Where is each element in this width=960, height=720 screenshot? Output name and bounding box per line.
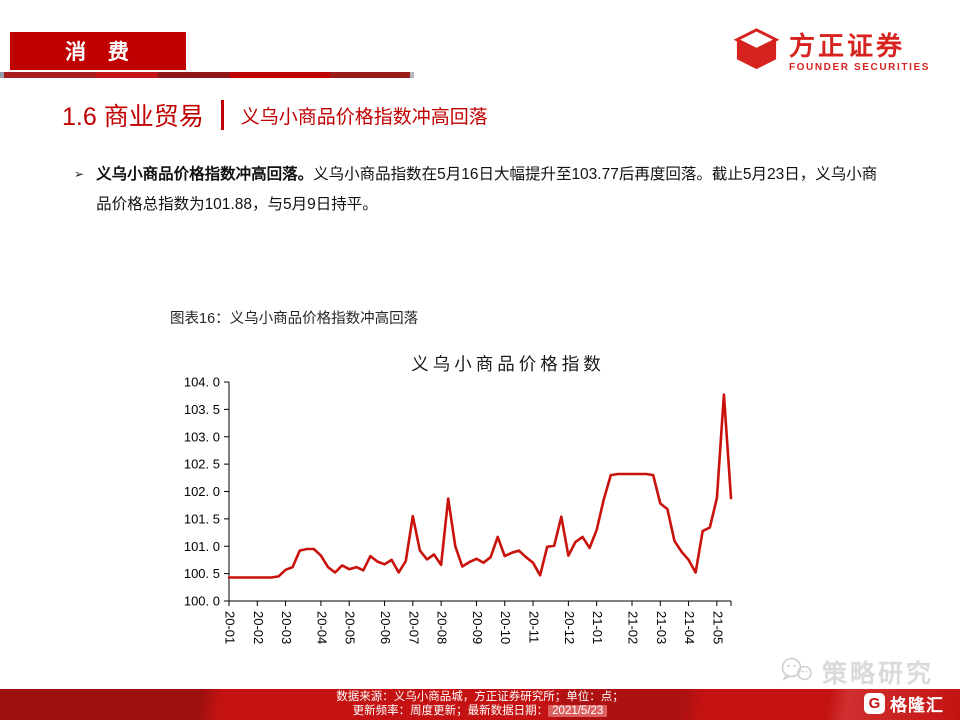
brand-name-cn: 方正证券 bbox=[788, 30, 905, 61]
x-tick-label: 20-10 bbox=[498, 611, 513, 644]
x-tick-label: 20-01 bbox=[223, 611, 238, 644]
y-tick-label: 104. 0 bbox=[184, 375, 220, 390]
x-tick-label: 21-03 bbox=[654, 611, 669, 644]
watermark-label: 策略研究 bbox=[821, 660, 934, 688]
header-divider bbox=[0, 72, 414, 78]
footer-source-line: 数据来源：义乌小商品城，方正证券研究所；单位：点； bbox=[336, 691, 624, 703]
bullet-arrow-icon: ➢ bbox=[74, 167, 85, 181]
consumption-badge: 消 费 bbox=[10, 32, 186, 70]
gelonghui-g-icon: G bbox=[864, 693, 885, 714]
x-tick-label: 21-04 bbox=[682, 611, 697, 644]
y-tick-label: 100. 0 bbox=[184, 594, 220, 609]
x-tick-label: 21-02 bbox=[626, 611, 641, 644]
footer-date: 2021/5/23 bbox=[548, 704, 608, 717]
bullet-item: ➢ 义乌小商品价格指数冲高回落。义乌小商品指数在5月16日大幅提升至103.77… bbox=[74, 160, 882, 220]
price-index-line-chart: 义乌小商品价格指数 100. 0 100. 5 101. 0 101. 5 102. 0 1… bbox=[184, 355, 733, 644]
price-index-line bbox=[227, 393, 733, 579]
x-tick-label: 20-06 bbox=[378, 611, 393, 644]
figure-caption: 图表16：义乌小商品价格指数冲高回落 bbox=[170, 311, 419, 327]
x-tick-label: 21-05 bbox=[710, 611, 725, 644]
x-tick-label: 20-12 bbox=[562, 611, 577, 644]
gelonghui-label: 格隆汇 bbox=[890, 696, 944, 715]
gelonghui-logo: G 格隆汇 bbox=[864, 691, 944, 716]
y-tick-label: 100. 5 bbox=[184, 566, 220, 581]
footer-bar: 数据来源：义乌小商品城，方正证券研究所；单位：点； 更新频率：周度更新；最新数据… bbox=[0, 689, 960, 720]
y-tick-label: 102. 5 bbox=[184, 457, 220, 472]
y-tick-label: 103. 0 bbox=[184, 429, 220, 444]
x-tick-label: 20-04 bbox=[314, 611, 329, 644]
x-tick-label: 20-09 bbox=[470, 611, 485, 644]
footer-update-prefix: 更新频率：周度更新；最新数据日期： bbox=[352, 704, 549, 717]
chart-title: 义乌小商品价格指数 bbox=[411, 355, 605, 375]
footer-update-line: 更新频率：周度更新；最新数据日期： 2021/5/23 bbox=[0, 704, 960, 719]
y-tick-label: 103. 5 bbox=[184, 402, 220, 417]
cube-icon bbox=[733, 26, 780, 78]
x-tick-label: 20-11 bbox=[527, 611, 542, 643]
bullet-lead: 义乌小商品价格指数冲高回落。 bbox=[96, 166, 314, 183]
x-tick-label: 20-02 bbox=[251, 611, 266, 644]
founder-logo: 方正证券 FOUNDER SECURITIES bbox=[733, 26, 930, 78]
y-tick-label: 101. 5 bbox=[184, 511, 220, 526]
wechat-icon bbox=[779, 656, 815, 689]
badge-label: 消 费 bbox=[65, 41, 131, 64]
section-title: 1.6 商业贸易 义乌小商品价格指数冲高回落 bbox=[62, 97, 488, 133]
section-title-subtitle: 义乌小商品价格指数冲高回落 bbox=[240, 106, 488, 128]
x-tick-label: 20-07 bbox=[406, 611, 421, 644]
y-tick-label: 102. 0 bbox=[184, 484, 220, 499]
x-tick-label: 20-03 bbox=[279, 611, 294, 644]
bullet-text: 义乌小商品指数在5月16日大幅提升至103.77后再度回落。截止5月23日，义乌… bbox=[96, 166, 878, 213]
x-tick-label: 20-05 bbox=[343, 611, 358, 644]
y-tick-label: 101. 0 bbox=[184, 539, 220, 554]
brand-name-en: FOUNDER SECURITIES bbox=[788, 61, 930, 73]
section-title-number: 1.6 商业贸易 bbox=[62, 103, 204, 131]
x-tick-label: 21-01 bbox=[590, 611, 605, 644]
watermark: 策略研究 bbox=[779, 654, 934, 690]
x-tick-label: 20-08 bbox=[435, 611, 450, 644]
bullet-paragraph: 义乌小商品价格指数冲高回落。义乌小商品指数在5月16日大幅提升至103.77后再… bbox=[96, 160, 882, 220]
title-divider bbox=[220, 100, 224, 130]
